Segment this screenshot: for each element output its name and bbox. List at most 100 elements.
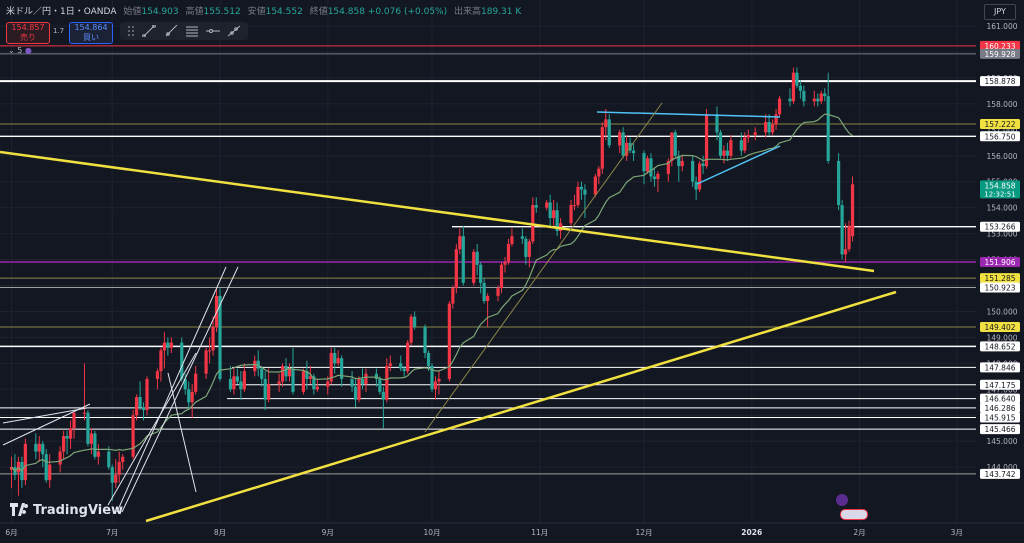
price-label: 147.175 (984, 381, 1015, 390)
candle-body (437, 378, 441, 382)
candle-body (430, 365, 434, 390)
candle (23, 438, 27, 486)
symbol-title[interactable]: 米ドル／円・1日・OANDA (6, 7, 117, 17)
candle (232, 368, 236, 395)
candle (207, 337, 212, 364)
candle (579, 181, 584, 200)
candle-body (287, 368, 292, 377)
candle (472, 249, 476, 286)
candle-body (301, 371, 306, 392)
candle-body (625, 142, 629, 156)
trendline-tool-icon[interactable] (142, 25, 156, 37)
candle-body (802, 90, 806, 102)
candle (837, 153, 841, 211)
candle (770, 119, 775, 135)
candle (621, 127, 625, 159)
candle (360, 368, 365, 390)
volume-label: 出来高 (454, 7, 482, 17)
price-label: 148.652 (984, 342, 1015, 351)
candle-body (454, 249, 458, 289)
price-label-bg (980, 362, 1020, 373)
candle-body (791, 72, 796, 102)
economic-calendar-flags-icon[interactable] (840, 509, 868, 520)
drawn-line-1 (2, 403, 91, 446)
candle-body (701, 163, 705, 167)
candle (729, 134, 733, 159)
horizontal-line-tool-icon[interactable] (206, 25, 220, 37)
drawing-toolbar (120, 22, 248, 40)
candle (673, 129, 677, 159)
candle (263, 371, 267, 411)
time-axis[interactable]: 6月 7月 8月 9月 10月 11月 12月 2026 2月 3月 (0, 522, 1024, 543)
fib-tool-icon[interactable] (185, 25, 199, 37)
candle-body (134, 397, 139, 416)
candle-body (62, 436, 66, 452)
price-label-bg (980, 412, 1020, 423)
candle (44, 448, 48, 483)
candle-body (652, 176, 657, 180)
candle-body (486, 295, 490, 302)
candle-body (826, 96, 830, 161)
candle-body (388, 363, 392, 366)
candle (399, 355, 403, 372)
candle (583, 184, 587, 219)
currency-selector[interactable]: JPY (984, 4, 1016, 20)
trendlines-layer[interactable] (0, 102, 897, 523)
candle-body (788, 98, 792, 102)
candle-body (58, 451, 62, 465)
candle (774, 109, 778, 130)
candle (569, 199, 573, 226)
price-label-bg (980, 402, 1020, 413)
sell-button[interactable]: 154.857 売り (6, 22, 50, 44)
tradingview-logo: TradingView (10, 503, 123, 518)
candle (204, 347, 208, 379)
candle (228, 365, 233, 392)
candle-body (242, 371, 246, 390)
candle (725, 142, 730, 161)
candle (680, 155, 684, 172)
candle-body (16, 461, 21, 473)
extended-line-tool-icon[interactable] (227, 25, 241, 37)
candle-body (336, 358, 340, 364)
high-value: 155.512 (203, 7, 241, 17)
candle-body (183, 378, 187, 390)
price-axis[interactable]: 161.000160.000159.000158.000157.000156.0… (976, 0, 1024, 543)
economic-event-icon[interactable] (836, 494, 848, 506)
collapse-icon[interactable]: ⌄ (8, 46, 15, 55)
candle (194, 365, 198, 395)
buy-label: 買い (83, 33, 99, 42)
candle-body (816, 98, 820, 102)
candle-body (284, 365, 288, 377)
indicator-legend[interactable]: ⌄ 5 ● (8, 46, 32, 55)
time-tick-label: 12月 (635, 528, 652, 537)
candle-body (239, 381, 243, 390)
candle (426, 350, 431, 372)
candle-body (691, 160, 695, 182)
candle (385, 358, 389, 403)
candle-body (399, 363, 403, 369)
candle (510, 228, 514, 247)
price-label-bg (980, 76, 1020, 87)
candle-body (819, 93, 823, 102)
candle-body (260, 368, 264, 379)
candle-body (798, 85, 802, 91)
time-tick-label: 8月 (214, 528, 226, 537)
candle (823, 88, 827, 102)
time-tick-label: 6月 (5, 528, 17, 537)
drag-handle-icon[interactable] (124, 25, 138, 37)
price-label: 150.923 (984, 283, 1015, 292)
downtrend-line (0, 150, 875, 273)
buy-button[interactable]: 154.864 買い (69, 22, 113, 44)
candle-body (68, 428, 73, 439)
candle-body (569, 205, 573, 224)
candle (336, 350, 340, 366)
candle-body (837, 160, 841, 206)
candle-body (631, 150, 636, 154)
open-label: 始値 (123, 7, 142, 17)
candle (739, 132, 743, 156)
candle-body (552, 210, 556, 219)
candle-body (263, 378, 267, 400)
ray-tool-icon[interactable] (164, 25, 178, 37)
candle (718, 129, 723, 159)
